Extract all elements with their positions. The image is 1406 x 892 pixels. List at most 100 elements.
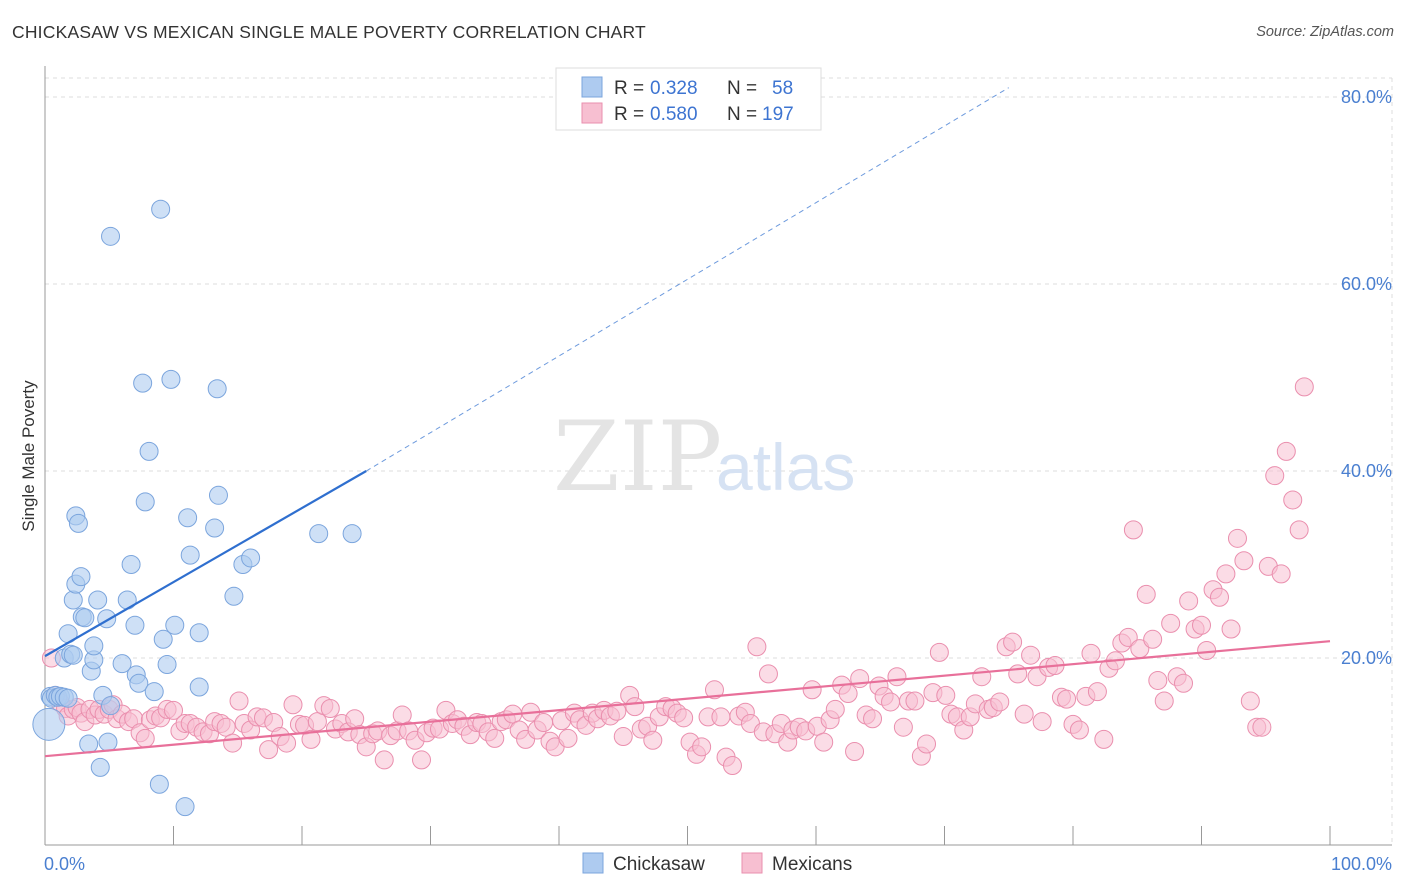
mexicans-point <box>613 727 633 747</box>
mexicans-point <box>917 734 937 754</box>
mexicans-point <box>216 717 236 737</box>
chickasaw-point <box>112 654 132 674</box>
bottom-legend-swatch-mexicans <box>741 852 763 874</box>
mexicans-point <box>607 701 627 721</box>
mexicans-point <box>643 730 663 750</box>
mexicans-point <box>1289 520 1309 540</box>
tick-labels: 20.0% 40.0% 60.0% 80.0% 0.0% 100.0% <box>44 87 1392 874</box>
y-tick-label: 80.0% <box>1341 87 1392 107</box>
mexicans-point <box>392 705 412 725</box>
chickasaw-point <box>241 548 261 568</box>
mexicans-point <box>1057 689 1077 709</box>
mexicans-point <box>1197 641 1217 661</box>
chickasaw-point <box>157 655 177 675</box>
mexicans-point <box>320 698 340 718</box>
chickasaw-point <box>101 226 121 246</box>
mexicans-point <box>1094 729 1114 749</box>
mexicans-point <box>863 709 883 729</box>
mexicans-point <box>887 667 907 687</box>
mexicans-point <box>229 691 249 711</box>
mexicans-point <box>711 707 731 727</box>
chickasaw-point <box>205 518 225 538</box>
mexicans-point <box>747 637 767 657</box>
chickasaw-point <box>88 590 108 610</box>
chickasaw-point <box>207 379 227 399</box>
mexicans-point <box>625 697 645 717</box>
mexicans-point <box>345 709 365 729</box>
mexicans-point <box>972 667 992 687</box>
mexicans-point <box>704 680 724 700</box>
mexicans-point <box>1032 712 1052 732</box>
mexicans-point <box>1014 704 1034 724</box>
mexicans-point <box>558 728 578 748</box>
chickasaw-point <box>180 545 200 565</box>
mexicans-point <box>990 692 1010 712</box>
mexicans-point <box>1148 670 1168 690</box>
mexicans-point <box>692 737 712 757</box>
mexicans-point <box>534 713 554 733</box>
legend-n-value-2: 197 <box>762 104 794 125</box>
chickasaw-point <box>175 797 195 817</box>
chickasaw-point <box>75 608 95 628</box>
chickasaw-point <box>144 682 164 702</box>
chickasaw-point <box>129 673 149 693</box>
chickasaw-point <box>71 567 91 587</box>
mexicans-point <box>845 742 865 761</box>
chickasaw-point <box>121 555 141 574</box>
mexicans-point <box>1081 643 1101 663</box>
chickasaw-point <box>79 734 99 754</box>
chickasaw-point <box>63 645 83 665</box>
chickasaw-point <box>139 441 159 461</box>
chickasaw-point <box>161 369 181 389</box>
mexicans-point <box>1276 441 1296 461</box>
mexicans-point <box>814 732 834 752</box>
bottom-legend-chickasaw: Chickasaw <box>613 854 705 875</box>
chickasaw-point <box>58 688 78 708</box>
y-axis-label: Single Male Poverty <box>19 380 38 532</box>
watermark-atlas: atlas <box>716 430 855 504</box>
chickasaw-point <box>98 732 118 752</box>
mexicans-point <box>1265 466 1285 486</box>
mexicans-point <box>1174 673 1194 693</box>
mexicans-point <box>1021 645 1041 665</box>
bottom-legend: Chickasaw Mexicans <box>582 852 852 875</box>
mexicans-point <box>1216 564 1236 584</box>
chickasaw-point <box>189 623 209 643</box>
chickasaw-point <box>178 508 198 528</box>
mexicans-point <box>1271 564 1291 584</box>
mexicans-point <box>277 733 297 753</box>
watermark: ZIP atlas <box>553 401 855 513</box>
chickasaw-point <box>84 636 104 656</box>
mexicans-point <box>825 699 845 719</box>
mexicans-point <box>1192 615 1211 635</box>
legend-swatch-chickasaw <box>581 76 603 98</box>
chickasaw-point <box>309 524 329 544</box>
mexicans-point <box>936 685 956 705</box>
mexicans-point <box>1118 627 1138 647</box>
mexicans-point <box>1252 717 1272 737</box>
chickasaw-point <box>153 629 173 649</box>
legend-n-label-1: N = <box>727 78 757 99</box>
mexicans-point <box>1161 613 1181 633</box>
chickasaw-point <box>208 485 228 505</box>
mexicans-point <box>1069 720 1089 740</box>
y-tick-label: 60.0% <box>1341 274 1392 294</box>
mexicans-point <box>1209 587 1229 607</box>
mexicans-point <box>301 729 321 749</box>
mexicans-point <box>1234 551 1254 571</box>
mexicans-point <box>881 692 901 712</box>
mexicans-point <box>1294 377 1314 397</box>
x-tick-label-start: 0.0% <box>44 854 85 874</box>
chickasaw-point <box>189 677 209 697</box>
mexicans-point <box>1136 584 1156 604</box>
mexicans-point <box>485 728 505 748</box>
mexicans-point <box>164 700 183 720</box>
legend-swatch-mexicans <box>581 102 603 124</box>
mexicans-point <box>259 740 279 760</box>
mexicans-point <box>905 691 925 711</box>
mexicans-point <box>1283 490 1303 510</box>
chickasaw-point <box>101 696 121 716</box>
mexicans-point <box>374 750 394 770</box>
bottom-legend-swatch-chickasaw <box>582 852 604 874</box>
